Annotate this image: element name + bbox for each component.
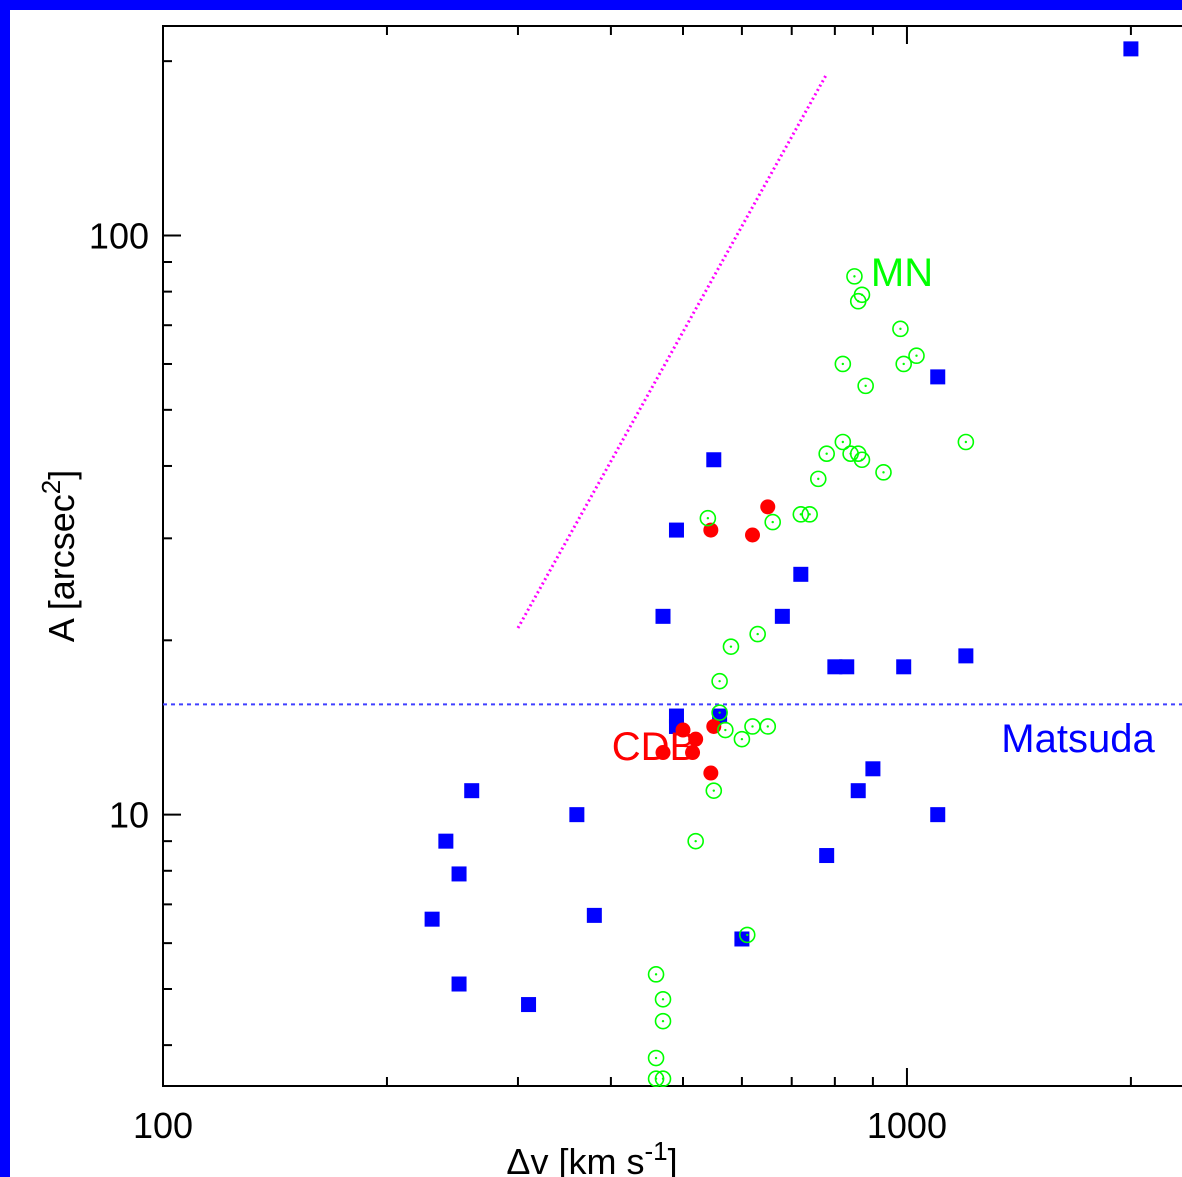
matsuda-point xyxy=(958,648,974,664)
mn-point xyxy=(738,926,756,944)
y-axis-label: A [arcsec2] xyxy=(36,470,82,643)
mn-point xyxy=(875,464,892,481)
matsuda-point xyxy=(896,659,912,675)
cdb-point xyxy=(685,745,701,761)
x-axis-label-base: Δv [km s xyxy=(506,1141,644,1177)
mn-point xyxy=(647,1049,665,1067)
mn-point xyxy=(687,832,704,850)
mn-point xyxy=(749,625,766,643)
mn-point xyxy=(733,730,751,748)
cdb-point xyxy=(675,722,691,738)
mn-point xyxy=(654,990,672,1008)
matsuda-point xyxy=(774,608,790,624)
matsuda-point xyxy=(586,907,602,923)
mn-point xyxy=(809,470,827,488)
y-tick-label: 10 xyxy=(109,795,149,836)
plot-border xyxy=(162,25,1182,1087)
matsuda-point xyxy=(424,911,440,927)
mn-point xyxy=(759,718,777,735)
mn-point xyxy=(722,638,740,655)
matsuda-point xyxy=(569,807,585,823)
matsuda-point xyxy=(850,783,866,799)
cdb-point xyxy=(688,731,704,747)
matsuda-point xyxy=(464,783,480,799)
y-axis-label-base: A [arcsec xyxy=(41,494,82,642)
x-axis-label-tail: ] xyxy=(668,1141,678,1177)
mn-point xyxy=(834,355,852,373)
matsuda-point xyxy=(438,833,454,849)
mn-point xyxy=(801,506,818,523)
cdb-point xyxy=(760,499,776,515)
axis-ticks xyxy=(162,26,1132,1086)
annotation-mn: MN xyxy=(871,251,933,295)
mn-point xyxy=(853,451,871,469)
mn-point xyxy=(908,347,925,365)
mn-point xyxy=(744,718,761,735)
x-axis-label-sup: -1 xyxy=(644,1136,667,1166)
matsuda-point xyxy=(521,997,537,1013)
matsuda-point xyxy=(819,848,835,864)
matsuda-point xyxy=(827,659,843,675)
matsuda-point xyxy=(706,452,722,468)
mn-point xyxy=(647,966,665,983)
mn-point xyxy=(764,513,782,531)
mn-point xyxy=(711,704,728,721)
matsuda-point xyxy=(1123,41,1139,57)
mn-point xyxy=(846,268,863,285)
mn-point xyxy=(711,672,728,690)
x-tick-label: 1000 xyxy=(867,1105,947,1146)
cdb-point xyxy=(703,765,719,781)
mn-point xyxy=(818,445,835,462)
mn-point xyxy=(705,782,723,799)
mn-point xyxy=(834,433,852,451)
matsuda-point xyxy=(451,866,467,882)
x-tick-label: 100 xyxy=(133,1105,193,1146)
mn-point xyxy=(654,1012,672,1030)
matsuda-point xyxy=(451,976,467,992)
mn-point xyxy=(849,292,867,310)
matsuda-point xyxy=(668,522,684,538)
chart-frame: 100 1000 10 100 Δv [km s-1] A [arcsec2] MN … xyxy=(10,10,1182,1177)
mn-point xyxy=(717,721,734,739)
annotation-cdb: CDB xyxy=(612,725,696,769)
matsuda-point xyxy=(865,761,881,777)
y-axis-label-sup: 2 xyxy=(36,480,66,494)
cdb-point xyxy=(745,527,761,543)
annotation-matsuda: Matsuda xyxy=(1001,717,1155,761)
matsuda-point xyxy=(655,608,671,624)
y-axis-label-tail: ] xyxy=(41,470,82,480)
reference-slope-line xyxy=(516,73,828,629)
mn-point xyxy=(699,509,717,527)
matsuda-point xyxy=(793,566,809,582)
mn-point xyxy=(892,320,909,338)
x-axis-label: Δv [km s-1] xyxy=(506,1136,677,1177)
matsuda-point xyxy=(930,807,946,823)
y-tick-label: 100 xyxy=(89,215,149,256)
mn-point xyxy=(654,1070,672,1088)
mn-point xyxy=(957,433,975,451)
mn-point xyxy=(792,506,810,523)
mn-point xyxy=(857,377,874,395)
mn-point xyxy=(895,355,913,373)
matsuda-point xyxy=(839,659,855,675)
tick-labels: 100 1000 10 100 xyxy=(89,215,947,1146)
data-points xyxy=(424,41,1139,1088)
matsuda-point xyxy=(930,369,946,385)
cdb-point xyxy=(655,745,671,761)
